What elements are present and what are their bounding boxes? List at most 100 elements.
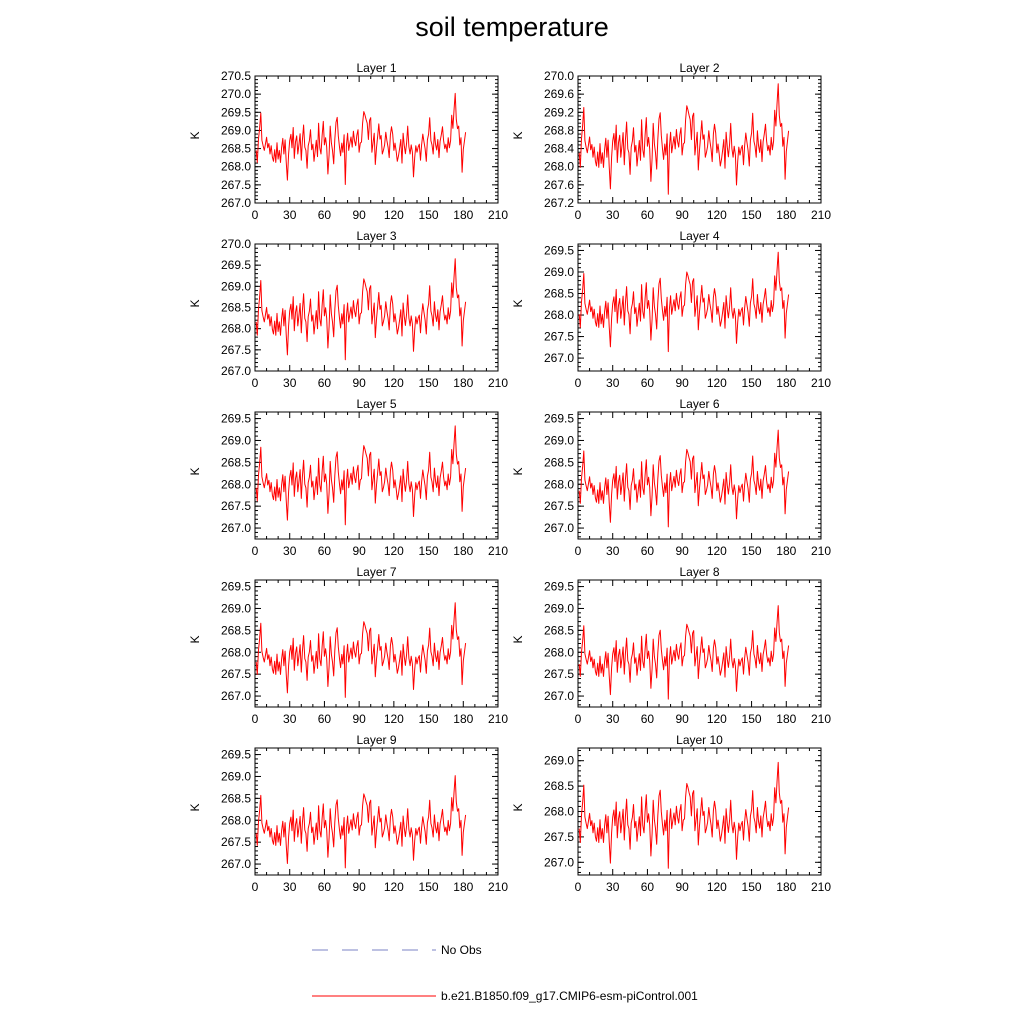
y-tick-label: 267.5	[544, 667, 574, 681]
y-tick-label: 267.0	[544, 855, 574, 869]
panel-title: Layer 5	[356, 397, 396, 411]
y-tick-label: 267.0	[544, 689, 574, 703]
y-tick-label: 267.0	[221, 364, 251, 378]
x-tick-label: 150	[419, 544, 439, 558]
x-tick-label: 210	[488, 880, 508, 894]
y-tick-label: 267.0	[221, 521, 251, 535]
x-tick-label: 210	[488, 544, 508, 558]
y-tick-label: 269.0	[221, 279, 251, 293]
y-axis-label: K	[511, 635, 525, 643]
legend: No Obs b.e21.B1850.f09_g17.CMIP6-esm-piCo…	[312, 943, 698, 1003]
x-tick-label: 180	[776, 376, 796, 390]
x-tick-label: 30	[606, 544, 620, 558]
y-axis-label: K	[511, 803, 525, 811]
plot-frame	[577, 747, 822, 876]
y-tick-label: 269.5	[221, 105, 251, 119]
x-tick-label: 90	[675, 544, 689, 558]
x-tick-label: 90	[352, 712, 366, 726]
y-tick-label: 269.5	[221, 748, 251, 762]
x-tick-label: 0	[252, 208, 259, 222]
series-line	[255, 425, 467, 526]
x-tick-label: 180	[453, 712, 473, 726]
y-tick-label: 269.5	[221, 258, 251, 272]
x-tick-label: 60	[318, 712, 332, 726]
y-tick-label: 270.0	[221, 237, 251, 251]
x-tick-label: 150	[742, 544, 762, 558]
x-tick-label: 0	[252, 376, 259, 390]
y-tick-label: 268.5	[544, 287, 574, 301]
panel-title: Layer 6	[679, 397, 719, 411]
y-tick-label: 267.5	[221, 343, 251, 357]
x-tick-label: 150	[742, 712, 762, 726]
panel-title: Layer 9	[356, 733, 396, 747]
y-tick-label: 269.5	[544, 580, 574, 594]
y-tick-label: 268.0	[221, 645, 251, 659]
x-tick-label: 60	[318, 544, 332, 558]
x-tick-label: 60	[641, 712, 655, 726]
y-axis-label: K	[188, 635, 202, 643]
x-tick-label: 90	[675, 376, 689, 390]
y-tick-label: 267.0	[221, 196, 251, 210]
y-tick-label: 268.0	[221, 813, 251, 827]
x-tick-label: 210	[811, 208, 831, 222]
y-tick-label: 269.0	[544, 601, 574, 615]
x-tick-label: 150	[419, 712, 439, 726]
y-axis-label: K	[511, 467, 525, 475]
y-tick-label: 268.0	[544, 160, 574, 174]
x-tick-label: 60	[318, 880, 332, 894]
x-tick-label: 90	[675, 208, 689, 222]
y-tick-label: 269.0	[221, 433, 251, 447]
x-tick-label: 120	[384, 208, 404, 222]
y-tick-label: 268.5	[544, 779, 574, 793]
chart-panel-2: Layer 2 K 0 30 60 90 120 150 180 210 267.2 267.6 268…	[511, 61, 831, 222]
x-tick-label: 180	[453, 880, 473, 894]
chart-panel-9: Layer 9 K 0 30 60 90 120 150 180 210 267.0 267.5 268…	[188, 733, 508, 894]
x-tick-label: 0	[575, 544, 582, 558]
y-tick-label: 267.5	[221, 499, 251, 513]
y-tick-label: 267.5	[221, 835, 251, 849]
series-line	[255, 258, 467, 361]
chart-panel-4: Layer 4 K 0 30 60 90 120 150 180 210 267.0 267.5 268…	[511, 229, 831, 390]
y-tick-label: 267.0	[221, 857, 251, 871]
x-tick-label: 150	[419, 376, 439, 390]
y-tick-label: 268.4	[544, 142, 574, 156]
panel-title: Layer 10	[676, 733, 723, 747]
x-tick-label: 30	[283, 712, 297, 726]
x-tick-label: 0	[252, 544, 259, 558]
x-tick-label: 180	[453, 376, 473, 390]
plot-frame	[254, 243, 499, 372]
plot-frame	[577, 75, 822, 204]
plot-frame	[577, 411, 822, 540]
y-tick-label: 270.0	[544, 69, 574, 83]
y-tick-label: 269.0	[221, 601, 251, 615]
x-tick-label: 150	[419, 208, 439, 222]
x-tick-label: 90	[352, 544, 366, 558]
chart-panel-10: Layer 10 K 0 30 60 90 120 150 180 210 267.0 267.5 26…	[511, 733, 831, 894]
page-title: soil temperature	[415, 12, 609, 42]
y-tick-label: 267.0	[544, 351, 574, 365]
x-tick-label: 120	[384, 880, 404, 894]
panel-title: Layer 7	[356, 565, 396, 579]
y-tick-label: 268.5	[221, 301, 251, 315]
legend-label-1: No Obs	[441, 943, 482, 957]
x-tick-label: 60	[318, 376, 332, 390]
y-tick-label: 268.5	[544, 455, 574, 469]
x-tick-label: 30	[606, 376, 620, 390]
y-tick-label: 268.8	[544, 123, 574, 137]
x-tick-label: 30	[606, 880, 620, 894]
y-tick-label: 269.5	[221, 580, 251, 594]
y-axis-label: K	[188, 299, 202, 307]
legend-label-2: b.e21.B1850.f09_g17.CMIP6-esm-piControl.…	[441, 989, 698, 1003]
chart-panel-7: Layer 7 K 0 30 60 90 120 150 180 210 267.0 267.5 268…	[188, 565, 508, 726]
x-tick-label: 120	[707, 712, 727, 726]
y-tick-label: 269.0	[544, 754, 574, 768]
y-tick-label: 268.5	[221, 623, 251, 637]
chart-panel-1: Layer 1 K 0 30 60 90 120 150 180 210 267.0 267.5 268…	[188, 61, 508, 222]
x-tick-label: 60	[318, 208, 332, 222]
x-tick-label: 30	[283, 208, 297, 222]
series-line	[578, 761, 790, 869]
series-line	[578, 605, 790, 700]
y-tick-label: 267.0	[544, 521, 574, 535]
x-tick-label: 180	[776, 880, 796, 894]
